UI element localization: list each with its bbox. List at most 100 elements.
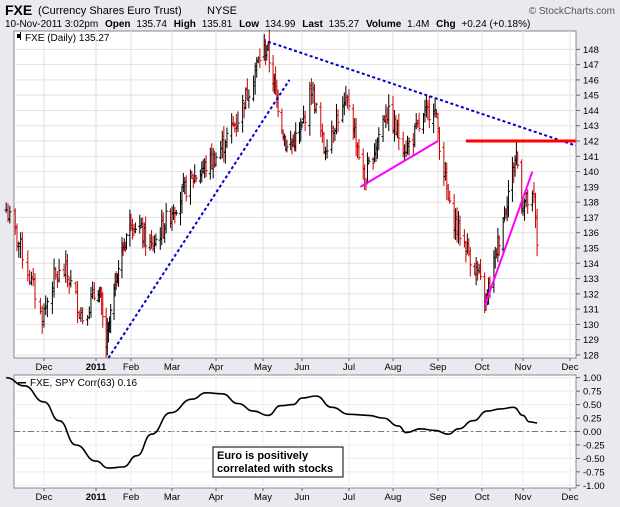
ohlc-bar <box>497 235 501 257</box>
price-y-tick-label: 143 <box>583 121 599 132</box>
ohlc-bar <box>314 102 318 114</box>
ohlc-bar <box>121 242 125 256</box>
corr-x-tick-label: Dec <box>36 492 53 503</box>
price-x-tick-label: May <box>254 362 272 373</box>
ohlc-bar <box>325 139 329 159</box>
correlation-panel: 1.00 0.75 0.50 0.25 0.00 -0.25 -0.50 -0.75 -1.00… <box>6 373 605 503</box>
price-y-tick-label: 131 <box>583 305 599 316</box>
price-legend-text: FXE (Daily) 135.27 <box>25 33 110 44</box>
ohlc-bar <box>164 203 168 234</box>
trendline-wedge-autumn <box>483 171 534 307</box>
ohlc-bar <box>336 109 340 133</box>
price-y-tick-label: 139 <box>583 182 599 193</box>
ohlc-bar <box>116 260 121 287</box>
ohlc-bar <box>154 233 158 247</box>
ohlc-bar <box>184 175 188 202</box>
ohlc-bar <box>476 260 480 281</box>
price-y-tick-label: 142 <box>583 137 599 148</box>
annotation-line-1: Euro is positively <box>217 450 309 462</box>
ohlc-bar <box>57 258 61 283</box>
price-y-tick-label: 145 <box>583 91 599 102</box>
trendline-wedge-summer <box>359 140 439 188</box>
legend-bar-icon-stem <box>20 32 21 40</box>
price-y-tick-label: 148 <box>583 45 599 56</box>
corr-x-tick-label: Mar <box>164 492 180 503</box>
low-value: 134.99 <box>265 19 296 30</box>
annotation-box: Euro is positively correlated with stock… <box>212 446 344 478</box>
trendline-support-rising <box>107 79 291 359</box>
price-y-tick-label: 136 <box>583 228 599 239</box>
price-legend: FXE (Daily) 135.27 <box>17 32 110 44</box>
ohlc-bar <box>45 297 49 318</box>
price-x-tick-label: Dec <box>36 362 53 373</box>
ohlc-bar <box>194 175 198 183</box>
corr-x-tick-label: Sep <box>430 492 447 503</box>
annotation-line-2: correlated with stocks <box>217 463 333 475</box>
price-x-tick-label: Oct <box>475 362 490 373</box>
correlation-legend-text: FXE, SPY Corr(63) 0.16 <box>30 378 138 389</box>
ohlc-bar <box>468 247 472 277</box>
ohlc-bar <box>417 112 421 132</box>
ohlc-bar <box>285 139 289 153</box>
ohlc-bar <box>225 127 229 149</box>
ohlc-bar <box>236 111 240 133</box>
ohlc-bar <box>124 233 129 250</box>
correlation-line-layer <box>6 376 538 469</box>
price-x-tick-label: Dec <box>562 362 579 373</box>
corr-y-tick-label: 0.00 <box>583 427 602 438</box>
corr-x-tick-label: Feb <box>123 492 139 503</box>
price-x-tick-label: Mar <box>164 362 180 373</box>
ohlc-bar <box>114 271 118 290</box>
ohlc-bar <box>101 292 105 328</box>
ohlc-bar <box>92 282 96 301</box>
last-label: Last <box>302 19 323 30</box>
corr-y-tick-label: 1.00 <box>583 373 602 384</box>
price-x-tick-label: 2011 <box>86 362 107 373</box>
corr-x-tick-label: Dec <box>562 492 579 503</box>
corr-y-tick-label: 0.50 <box>583 400 602 411</box>
price-x-tick-label: Feb <box>123 362 139 373</box>
ohlc-bar <box>80 307 85 325</box>
price-y-tick-label: 128 <box>583 350 599 361</box>
ohlc-bar <box>20 231 24 269</box>
ohlc-bar <box>241 94 245 133</box>
chg-label: Chg <box>436 19 455 30</box>
price-y-tick-label: 141 <box>583 152 599 163</box>
ohlc-bar <box>397 113 401 151</box>
low-label: Low <box>239 19 259 30</box>
ohlc-bar <box>276 89 280 118</box>
ohlc-bar <box>516 152 520 169</box>
ohlc-bar <box>69 269 73 288</box>
corr-y-tick-label: 0.75 <box>583 387 602 398</box>
ohlc-bar <box>377 127 381 151</box>
price-y-tick-label: 146 <box>583 75 599 86</box>
corr-y-tick-label: -0.50 <box>583 454 605 465</box>
legend-bar-icon <box>17 34 21 38</box>
ohlc-bar <box>247 89 251 109</box>
ohlc-bar <box>214 152 218 167</box>
ohlc-bar <box>65 254 70 288</box>
ohlc-bar <box>514 142 518 166</box>
corr-x-tick-label: Aug <box>385 492 402 503</box>
price-y-tick-label: 137 <box>583 213 599 224</box>
price-y-tick-label: 135 <box>583 243 599 254</box>
ohlc-bar <box>367 156 371 165</box>
price-x-tick-label: Jul <box>343 362 355 373</box>
correlation-y-axis: 1.00 0.75 0.50 0.25 0.00 -0.25 -0.50 -0.75 -1.00 <box>576 373 605 492</box>
high-value: 135.81 <box>202 19 233 30</box>
ohlc-bar <box>427 96 431 129</box>
trendline-resistance-falling <box>267 40 577 147</box>
ohlc-bar <box>8 205 12 224</box>
ohlc-bar <box>458 215 462 246</box>
ohlc-bar <box>437 126 442 160</box>
quote-date: 10-Nov-2011 3:02pm <box>5 19 98 30</box>
price-x-tick-label: Jun <box>294 362 309 373</box>
high-label: High <box>174 19 196 30</box>
annotation-frame <box>212 446 344 478</box>
correlation-series-line <box>6 376 538 469</box>
corr-x-tick-label: Oct <box>475 492 490 503</box>
ohlc-bar <box>133 222 137 234</box>
ohlc-bar <box>174 209 178 216</box>
open-value: 135.74 <box>136 19 167 30</box>
